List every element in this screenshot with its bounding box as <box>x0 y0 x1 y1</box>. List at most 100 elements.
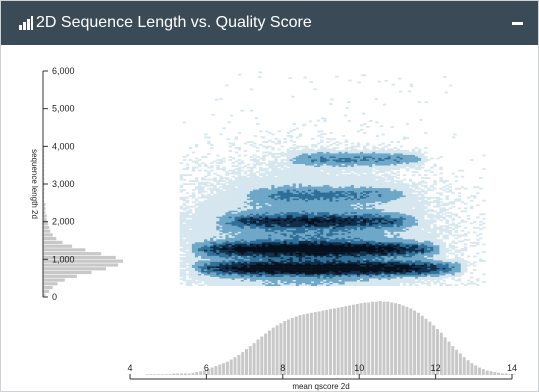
heatmap-cell <box>356 175 361 178</box>
heatmap-cell <box>320 216 324 219</box>
heatmap-cell <box>249 243 254 246</box>
heatmap-cell <box>320 223 324 226</box>
heatmap-cell <box>265 264 269 267</box>
heatmap-cell <box>185 228 190 231</box>
heatmap-cell <box>234 210 239 213</box>
heatmap-cell <box>265 168 269 170</box>
heatmap-cell <box>283 220 287 223</box>
heatmap-cell <box>179 278 184 280</box>
heatmap-cell <box>347 175 352 178</box>
heatmap-cell <box>326 184 330 187</box>
heatmap-cell <box>274 279 278 282</box>
heatmap-cell <box>243 245 248 247</box>
heatmap-cell <box>222 213 226 216</box>
heatmap-cell <box>210 239 214 241</box>
heatmap-cell <box>237 163 242 166</box>
heatmap-cell <box>295 205 300 208</box>
heatmap-cell <box>317 148 321 151</box>
heatmap-cell <box>295 174 300 176</box>
heatmap-cell <box>341 281 345 283</box>
heatmap-cell <box>240 231 245 234</box>
heatmap-cell <box>301 245 306 247</box>
collapse-button[interactable] <box>510 15 526 31</box>
heatmap-cell <box>301 261 306 264</box>
heatmap-cell <box>277 222 281 225</box>
heatmap-cell <box>216 237 220 240</box>
heatmap-cell <box>188 208 193 211</box>
heatmap-cell <box>289 166 294 169</box>
heatmap-cell <box>237 154 242 157</box>
heatmap-cell <box>360 231 364 234</box>
heatmap-cell <box>265 219 269 222</box>
heatmap-cell <box>305 276 309 279</box>
heatmap-cell <box>262 192 266 195</box>
heatmap-cell <box>234 196 239 199</box>
heatmap-cell <box>268 178 272 181</box>
heatmap-cell <box>326 263 330 265</box>
heatmap-cell <box>301 165 306 167</box>
heatmap-cell <box>292 284 297 286</box>
heatmap-cell <box>286 205 290 208</box>
heatmap-cell <box>308 245 312 247</box>
heatmap-cell <box>253 219 257 222</box>
heatmap-cell <box>262 196 266 199</box>
heatmap-cell <box>262 207 266 210</box>
heatmap-cell <box>207 172 211 175</box>
heatmap-cell <box>335 233 339 235</box>
heatmap-cell <box>268 281 272 283</box>
heatmap-cell <box>240 263 245 265</box>
heatmap-cell <box>301 183 306 185</box>
heatmap-cell <box>225 198 229 201</box>
heatmap-cell <box>259 208 263 211</box>
heatmap-cell <box>332 208 336 211</box>
heatmap-cell <box>198 217 202 220</box>
heatmap-cell <box>360 217 364 220</box>
heatmap-cell <box>341 233 345 235</box>
heatmap-cell <box>219 208 223 211</box>
heatmap-cell <box>201 258 205 261</box>
heatmap-cell <box>188 273 193 276</box>
heatmap-cell <box>335 252 339 255</box>
heatmap-cell <box>240 184 245 187</box>
heatmap-cell <box>253 145 257 148</box>
heatmap-cell <box>234 231 239 234</box>
heatmap-cell <box>286 257 290 259</box>
heatmap-cell <box>347 196 352 199</box>
heatmap-cell <box>265 193 269 196</box>
heatmap-cell <box>295 275 300 277</box>
heatmap-cell <box>356 220 361 223</box>
heatmap-cell <box>253 187 257 190</box>
heatmap-cell <box>283 138 287 140</box>
heatmap-cell <box>243 189 248 192</box>
heatmap-cell <box>207 255 211 258</box>
heatmap-cell <box>317 281 321 283</box>
heatmap-cell <box>225 196 229 199</box>
heatmap-cell <box>347 198 352 201</box>
heatmap-cell <box>350 216 355 219</box>
heatmap-cell <box>179 196 184 199</box>
heatmap-cell <box>234 138 239 140</box>
heatmap-cell <box>360 222 364 225</box>
heatmap-cell <box>259 257 263 259</box>
heatmap-cell <box>182 208 187 211</box>
heatmap-cell <box>198 242 202 244</box>
heatmap-cell <box>249 219 254 222</box>
heatmap-cell <box>185 258 190 261</box>
heatmap-cell <box>298 214 303 217</box>
heatmap-cell <box>234 239 239 241</box>
heatmap-cell <box>222 205 226 208</box>
heatmap-cell <box>277 223 281 226</box>
heatmap-cell <box>335 269 339 271</box>
heatmap-cell <box>323 199 327 202</box>
heatmap-cell <box>213 213 217 216</box>
heatmap-cell <box>228 186 232 189</box>
heatmap-cell <box>225 240 229 243</box>
heatmap-cell <box>219 199 223 202</box>
heatmap-cell <box>305 181 309 184</box>
heatmap-cell <box>317 211 321 214</box>
heatmap-cell <box>188 195 193 198</box>
heatmap-cell <box>259 273 263 276</box>
heatmap-cell <box>188 281 193 283</box>
heatmap-cell <box>198 252 202 255</box>
heatmap-cell <box>298 252 303 255</box>
